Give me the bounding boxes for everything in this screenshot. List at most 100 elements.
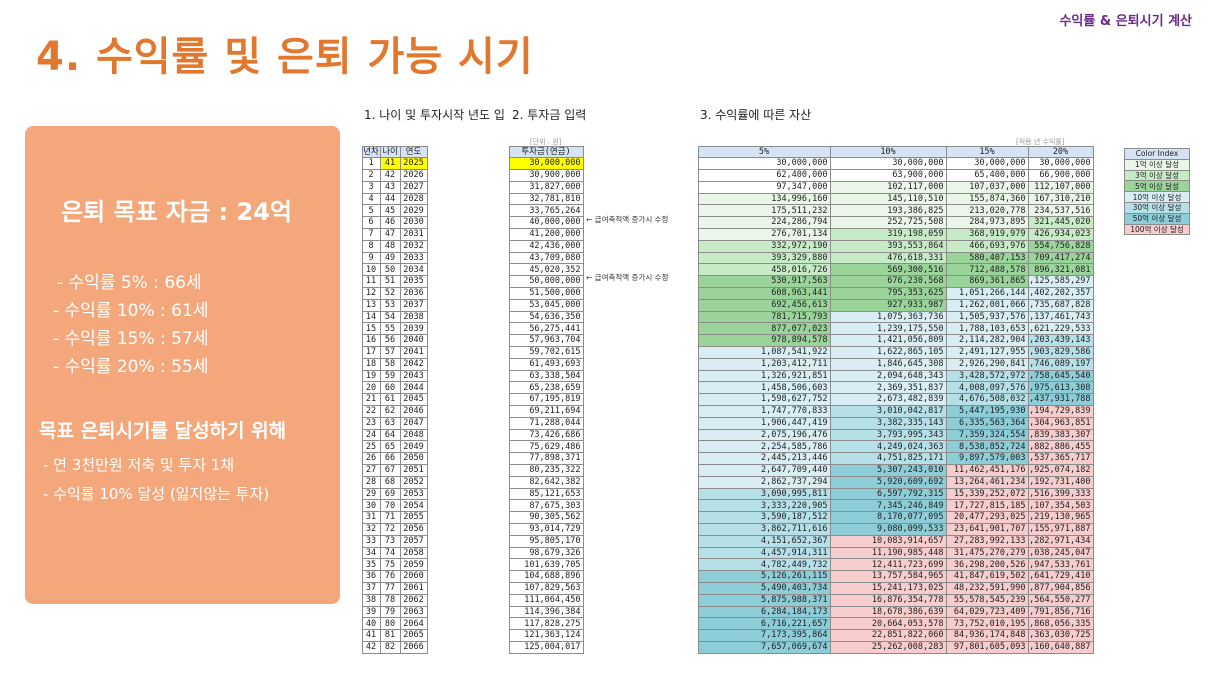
table-row: 3,090,995,811 6,597,792,315 15,339,252,072… [697, 487, 1094, 501]
legend-item: 10억 이상 달성 [1124, 191, 1190, 203]
table-row: 98,679,326 [508, 546, 584, 560]
table-row: 3,862,711,616 9,080,099,533 23,641,901,707… [697, 523, 1094, 536]
table-row: 26 66 2050 [361, 452, 428, 466]
table-row: 608,963,441 795,353,625 1,051,266,144 1,402… [697, 287, 1094, 300]
table-row: 25 65 2049 [361, 440, 428, 454]
table-row: 39 79 2063 [361, 605, 428, 619]
table-row: 114,396,384 [508, 605, 584, 619]
table-row: 1,203,412,711 1,846,645,308 2,926,290,841 4… [697, 357, 1094, 371]
section-3-title: 3. 수익률에 따른 자산 [700, 108, 812, 122]
table-row: 3,333,220,905 7,345,246,849 17,727,815,185… [697, 499, 1094, 513]
table-row: 4 44 2028 [361, 192, 428, 206]
unit-label: [단위 : 원] [530, 138, 562, 146]
table-row: 6,716,221,657 20,664,053,578 73,752,010,19… [697, 617, 1094, 631]
table-row: 69,211,694 [508, 405, 584, 418]
table-row: 82,642,382 [508, 475, 584, 489]
legend-item: 30억 이상 달성 [1124, 201, 1190, 214]
panel-subtitle: 목표 은퇴시기를 달성하기 위해 [39, 420, 287, 442]
table-row: 111,064,450 [508, 593, 584, 607]
table-row: 1,087,541,922 1,622,865,105 2,491,127,955 3… [697, 346, 1094, 359]
table-row: 276,701,134 319,198,059 368,919,979 426,934… [697, 228, 1094, 241]
table-row: 51,500,000 [508, 287, 584, 300]
table-row: 30 70 2054 [361, 499, 428, 513]
cell-investment: 125,004,017 [508, 640, 584, 654]
section-1-title: 1. 나이 및 투자시작 년도 입 [364, 108, 505, 122]
table-row: 530,917,563 676,230,568 869,361,865 1,125,5… [697, 275, 1094, 289]
table-row: 38 78 2062 [361, 593, 428, 607]
table-row: 24 64 2048 [361, 428, 428, 442]
table-row: 9 49 2033 [361, 251, 428, 265]
table-row: 43,709,080 [508, 251, 584, 265]
table-row: 75,629,486 [508, 440, 584, 454]
legend-item: 50억 이상 달성 [1124, 212, 1190, 225]
table-row: 104,688,896 [508, 570, 584, 583]
table-row: 134,996,160 145,110,510 155,874,360 167,310… [697, 192, 1094, 206]
table-row: 31,827,000 [508, 180, 584, 194]
table-row: 57,963,704 [508, 334, 584, 348]
table-row: 80,235,322 [508, 464, 584, 477]
table-row: 15 55 2039 [361, 322, 428, 336]
table-row: 3 43 2027 [361, 180, 428, 194]
table-row: 27 67 2051 [361, 464, 428, 477]
tip-saving: - 연 3천만원 저축 및 투자 1채 [43, 456, 235, 474]
table-row: 31 71 2055 [361, 511, 428, 524]
table-row: 20 60 2044 [361, 381, 428, 395]
table-row: 7 47 2031 [361, 228, 428, 241]
table-row: 107,829,563 [508, 581, 584, 595]
table-row: 1,747,770,8333,010,042,8175,447,195,9301… [697, 405, 1094, 418]
table-row: 6 46 2030 [361, 216, 428, 230]
table-row: 2,075,196,4763,793,995,3437,359,324,5541… [697, 428, 1094, 442]
table-row: 10 50 2034 [361, 263, 428, 277]
table-row: 978,894,578 1,421,056,809 2,114,282,904 3,2… [697, 334, 1094, 348]
table-row: 1,326,921,851 2,094,648,343 3,428,572,972 5… [697, 369, 1094, 383]
table-row: 175,511,232 193,386,825 213,020,778 234,537… [697, 204, 1094, 218]
table-row: 32,781,810 [508, 192, 584, 206]
table-row: 56,275,441 [508, 322, 584, 336]
cell-asset-rate-3: 97,801,605,093 [945, 640, 1029, 654]
cell-year: 2066 [399, 640, 428, 654]
table-row: 21 61 2045 [361, 393, 428, 407]
retirement-goal: 은퇴 목표 자금 : 24억 [61, 198, 292, 226]
table-row: 30,000,000 30,000,000 30,000,000 30,000,000 [697, 157, 1094, 171]
table-row: 35 75 2059 [361, 558, 428, 572]
cell-asset-rate-4: 135,641,729,410 [1027, 570, 1094, 583]
table-row: 1,906,447,4193,382,335,1436,335,563,3641… [697, 416, 1094, 430]
table-row: 65,238,659 [508, 381, 584, 395]
table-row: 32 72 2056 [361, 523, 428, 536]
page-title: 4. 수익률 및 은퇴 가능 시기 [36, 34, 534, 80]
rate-15-age: - 수익률 15% : 57세 [53, 329, 209, 349]
table-row: 101,639,705 [508, 558, 584, 572]
table-row: 4,151,652,367 10,083,914,657 27,283,992,13… [697, 534, 1094, 548]
table-row: 5,490,403,734 15,241,173,025 48,232,591,99… [697, 581, 1094, 595]
table-row: 17 57 2041 [361, 346, 428, 359]
table-row: 62,400,000 63,900,000 65,400,000 66,900,000 [697, 169, 1094, 182]
table-row: 40 80 2064 [361, 617, 428, 631]
table-row: 393,329,880 476,618,331 580,407,153 709,417… [697, 251, 1094, 265]
table-row: 33,765,264 [508, 204, 584, 218]
rate-20-age: - 수익률 20% : 55세 [53, 357, 209, 377]
summary-panel: 은퇴 목표 자금 : 24억 - 수익률 5% : 66세 - 수익률 10% … [25, 126, 340, 604]
table-row: 117,828,275 [508, 617, 584, 631]
color-index-legend: Color Index 1억 이상 달성 3억 이상 달성 5억 이상 달성 10억 … [1124, 148, 1190, 236]
table-row: 19 59 2043 [361, 369, 428, 383]
table-row: 28 68 2052 [361, 475, 428, 489]
spreadsheet: 1. 나이 및 투자시작 년도 입 2. 투자금 입력 3. 수익률에 따른 자… [361, 96, 1192, 654]
table-row: 93,014,729 [508, 523, 584, 536]
table-row: 97,347,000 102,117,000 107,037,000 112,107,… [697, 180, 1094, 194]
section-2-title: 2. 투자금 입력 [512, 108, 587, 122]
table-row: 54,636,350 [508, 310, 584, 324]
age-year-table: 년차 나이 연도 1 41 2025 2 42 2026 3 43 2027 4 44 2028 5 45… [361, 145, 428, 654]
table-row: 45,020,352 [508, 263, 584, 277]
table-row: 692,456,613 927,933,987 1,262,001,066 1,735… [697, 298, 1094, 312]
table-row: 59,702,615 [508, 346, 584, 359]
legend-item: 100억 이상 달성 [1124, 223, 1190, 236]
table-row: 2 42 2026 [361, 169, 428, 182]
table-row: 18 58 2042 [361, 357, 428, 371]
tip-return: - 수익률 10% 달성 (잃지않는 투자) [43, 485, 270, 503]
table-row: 781,715,793 1,075,363,736 1,505,937,576 2,1… [697, 310, 1094, 324]
table-row: 42,436,000 [508, 239, 584, 253]
table-row: 125,004,017 [508, 640, 584, 654]
table-row: 42 82 2066 [361, 640, 428, 654]
table-row: 85,121,653 [508, 487, 584, 501]
table-row: 8 48 2032 [361, 239, 428, 253]
